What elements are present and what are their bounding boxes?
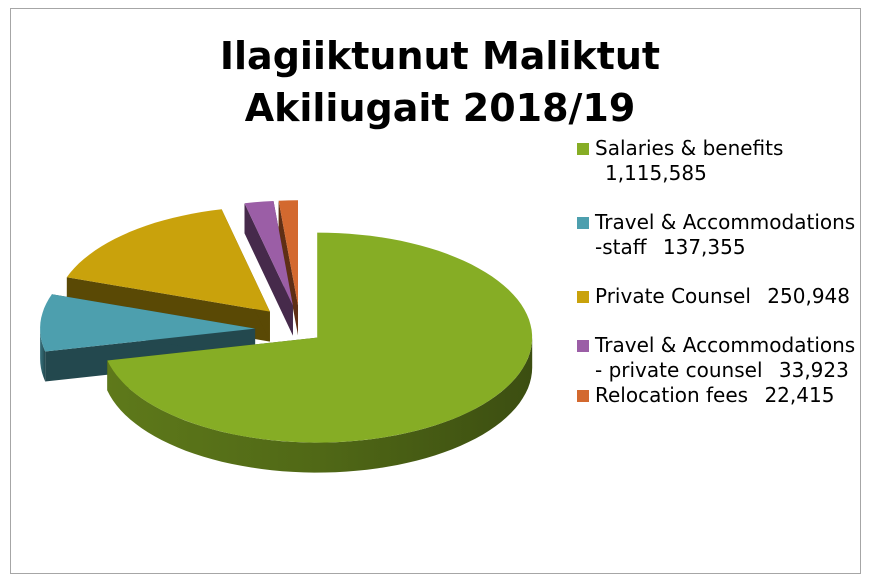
legend-entry: Travel & Accommodations - private counse… xyxy=(575,333,860,383)
legend-label: Private Counsel xyxy=(595,284,751,308)
slice xyxy=(278,200,298,306)
slice-wall xyxy=(40,328,46,382)
slice-wall xyxy=(107,337,533,473)
legend-entry: Private Counsel 250,948 xyxy=(575,284,860,309)
chart-title: Ilagiiktunut Maliktut Akiliugait 2018/19 xyxy=(219,34,661,130)
value-label: 22,415 xyxy=(764,383,835,407)
chart-frame xyxy=(10,8,861,574)
legend-label: Travel & Accommodations -staff xyxy=(595,210,856,259)
legend-swatch xyxy=(577,217,589,229)
legend: Salaries & benefits 1,115,585 Travel & Ac… xyxy=(575,136,860,408)
legend-entry: Salaries & benefits 1,115,585 xyxy=(575,136,860,186)
slice-side xyxy=(244,203,293,336)
slice xyxy=(107,232,533,443)
slice xyxy=(66,209,270,312)
value-label: 250,948 xyxy=(767,284,850,308)
legend-swatch xyxy=(577,390,589,402)
slice-side xyxy=(278,200,298,336)
value-label: 1,115,585 xyxy=(605,161,707,185)
legend-label: Travel & Accommodations - private counse… xyxy=(595,333,856,382)
legend-swatch xyxy=(577,291,589,303)
value-label: 33,923 xyxy=(778,358,849,382)
legend-entry: Relocation fees 22,415 xyxy=(575,383,860,408)
legend-entry: Travel & Accommodations -staff 137,355 xyxy=(575,210,860,260)
legend-swatch xyxy=(577,143,589,155)
legend-label: Relocation fees xyxy=(595,383,749,407)
slice xyxy=(40,294,256,352)
slice xyxy=(244,201,293,306)
legend-label: Salaries & benefits xyxy=(595,136,784,160)
value-label: 137,355 xyxy=(662,235,746,259)
legend-swatch xyxy=(577,340,589,352)
